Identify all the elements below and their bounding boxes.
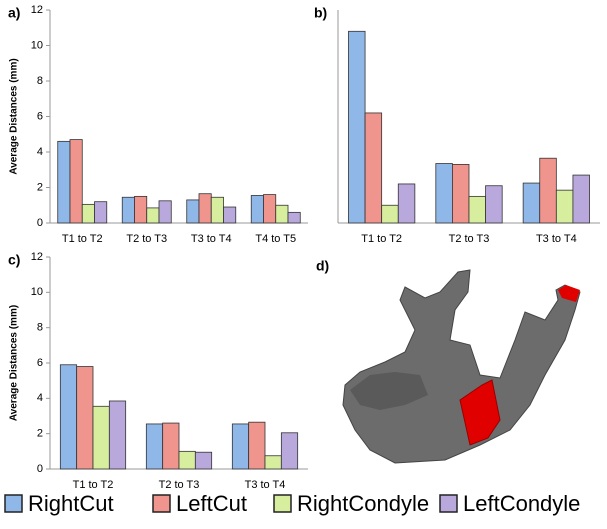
y-axis-title: Average Distances (mm) [9,305,20,421]
bar [364,112,383,224]
bar [435,163,453,224]
bar [287,211,301,224]
bar [555,189,574,224]
x-tick-label: T3 to T4 [191,233,232,245]
bar [146,207,160,224]
panel-label: b) [314,5,327,21]
bar [69,139,83,224]
legend-label: LeftCut [176,491,247,516]
bar [134,195,148,224]
legend-swatch [4,494,23,513]
y-tick-label: 10 [31,286,43,298]
y-tick-label: 10 [31,39,43,51]
legend-swatch [273,494,292,513]
y-tick-label: 2 [37,181,43,193]
legend-label: RightCondyle [297,491,429,516]
bar [186,199,200,224]
bar [57,140,71,224]
bar [92,405,110,470]
x-tick-label: T1 to T2 [73,479,114,491]
bar [381,204,399,224]
bar [178,450,196,470]
y-tick-label: 0 [37,217,43,229]
bar [485,185,503,224]
y-tick-label: 12 [31,4,43,16]
panel-label: c) [8,252,20,268]
y-tick-label: 6 [37,110,43,122]
bar [263,194,277,224]
bar [76,366,94,470]
bar [59,364,78,470]
x-tick-label: T1 to T2 [361,233,402,245]
bar [522,182,541,224]
y-axis-title: Average Distances (mm) [9,58,20,174]
bar [194,451,213,470]
x-tick-label: T1 to T2 [62,233,103,245]
panel-label: a) [8,5,20,21]
bar [223,206,237,224]
y-tick-label: 0 [37,463,43,475]
bar [94,201,108,224]
legend-label: LeftCondyle [463,491,580,516]
x-tick-label: T2 to T3 [159,479,200,491]
x-tick-label: T4 to T5 [255,233,296,245]
bar [250,195,264,224]
bar [81,203,95,224]
bar [248,421,266,470]
bar [162,422,180,470]
bar [158,200,172,224]
legend-swatch [152,494,171,513]
y-tick-label: 4 [37,392,43,404]
bar [145,423,164,470]
bar [121,196,135,224]
y-tick-label: 2 [37,428,43,440]
y-tick-label: 8 [37,322,43,334]
bar [468,195,486,224]
panel-label: d) [316,258,329,274]
legend-swatch [439,494,458,513]
x-tick-label: T2 to T3 [126,233,167,245]
y-tick-label: 4 [37,146,43,158]
x-tick-label: T3 to T4 [245,479,286,491]
bar [198,193,212,224]
bar [264,455,282,470]
bar [108,400,127,470]
bar [348,30,366,224]
y-tick-label: 6 [37,357,43,369]
bar [397,183,416,224]
bar [231,423,250,470]
bar [275,204,289,224]
bar [280,432,299,470]
bar [452,164,470,224]
y-tick-label: 8 [37,75,43,87]
bar [210,196,224,224]
y-tick-label: 12 [31,251,43,263]
mandible-image [342,269,581,464]
x-tick-label: T3 to T4 [536,233,577,245]
legend-label: RightCut [28,491,114,516]
x-tick-label: T2 to T3 [449,233,490,245]
bar [572,174,590,224]
bar [539,157,557,224]
